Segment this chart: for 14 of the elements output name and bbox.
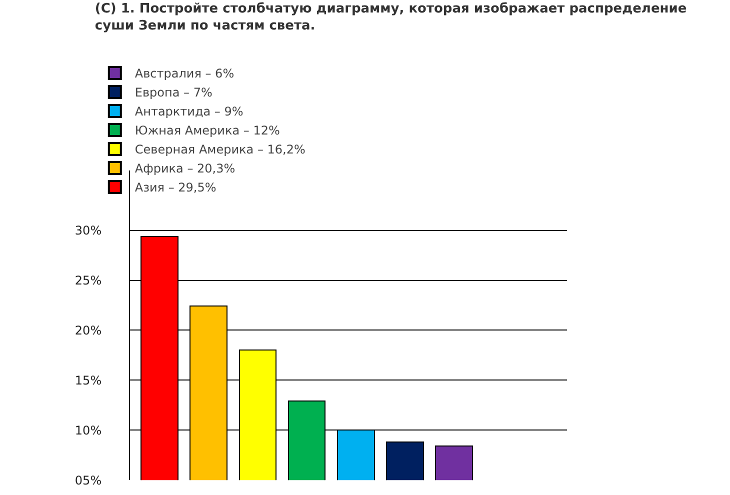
y-tick-label: 30% [74,224,102,238]
legend-label: Европа – 7% [134,86,212,100]
y-tick-label: 25% [74,273,102,288]
legend-label: Южная Америка – 12% [134,124,280,138]
chart-title: (С) 1. Постройте столбчатую диаграмму, которая изображает распределение суши Земли по частям света. [94,1,687,34]
y-tick-label: 20% [74,323,102,338]
legend-label: Северная Америка – 16,2% [134,142,306,157]
legend-label: Антарктида – 9% [134,104,244,119]
y-tick-label: 15% [74,373,102,388]
legend-label: Азия – 29,5% [134,180,216,195]
y-tick-label: 10% [74,423,102,438]
legend-label: Австралия – 6% [134,66,234,81]
legend-label: Африка – 20,3% [134,162,236,176]
y-tick-label: 05% [74,473,102,488]
